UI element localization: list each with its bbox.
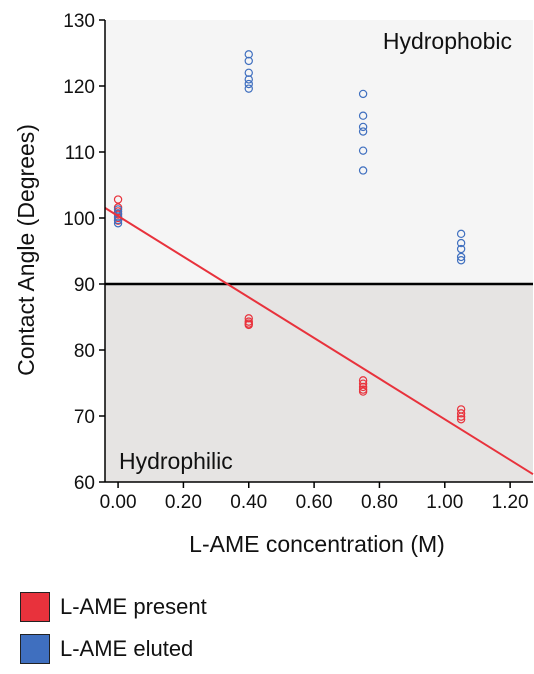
x-tick-label-5: 1.00 bbox=[426, 492, 463, 513]
contact-angle-chart: 60 70 80 90 100 110 120 130 0.00 0.20 0.40 0.60 0.8… bbox=[13, 11, 534, 557]
legend-label-eluted: L-AME eluted bbox=[60, 635, 194, 661]
point-series-1-6 bbox=[244, 56, 253, 66]
region-label-hydrophobic: Hydrophobic bbox=[383, 28, 512, 54]
legend-item-present: L-AME present bbox=[20, 590, 207, 623]
point-series-0-18 bbox=[456, 415, 466, 424]
x-tick-label-4: 0.80 bbox=[361, 492, 398, 513]
point-series-1-4 bbox=[113, 219, 123, 228]
y-tick-label-7: 130 bbox=[63, 11, 95, 32]
y-tick-label-0: 60 bbox=[74, 473, 95, 494]
point-series-1-11 bbox=[358, 89, 368, 99]
point-series-0-9 bbox=[244, 320, 253, 330]
point-series-0-11 bbox=[358, 379, 368, 388]
y-axis-ticks: 60 70 80 90 100 110 120 130 bbox=[63, 11, 105, 494]
point-series-1-16 bbox=[358, 166, 368, 175]
point-series-1-21 bbox=[456, 256, 466, 265]
point-series-0-0 bbox=[113, 195, 123, 204]
legend-item-eluted: L-AME eluted bbox=[20, 632, 207, 665]
y-tick-label-6: 120 bbox=[63, 77, 95, 98]
point-series-1-17 bbox=[456, 229, 466, 239]
point-series-1-20 bbox=[456, 252, 466, 262]
x-tick-label-1: 0.20 bbox=[165, 492, 202, 513]
x-axis-title: L-AME concentration (M) bbox=[189, 531, 445, 557]
x-tick-label-2: 0.40 bbox=[230, 492, 267, 513]
point-series-1-14 bbox=[358, 127, 368, 136]
point-series-1-8 bbox=[244, 75, 253, 84]
data-points bbox=[113, 50, 466, 424]
region-label-hydrophilic: Hydrophilic bbox=[119, 448, 233, 474]
point-series-1-15 bbox=[358, 146, 368, 155]
x-tick-label-3: 0.60 bbox=[296, 492, 333, 513]
x-tick-label-0: 0.00 bbox=[100, 492, 137, 513]
trendline bbox=[104, 207, 534, 476]
y-axis-title: Contact Angle (Degrees) bbox=[13, 124, 39, 376]
point-series-0-16 bbox=[456, 409, 466, 418]
y-tick-label-4: 100 bbox=[63, 209, 95, 230]
point-series-1-10 bbox=[244, 84, 253, 93]
y-tick-label-2: 80 bbox=[74, 341, 95, 362]
x-axis-ticks: 0.00 0.20 0.40 0.60 0.80 1.00 1.20 bbox=[100, 482, 529, 513]
y-tick-label-3: 90 bbox=[74, 275, 95, 296]
point-series-0-12 bbox=[358, 382, 368, 392]
y-tick-label-1: 70 bbox=[74, 407, 95, 428]
point-series-1-12 bbox=[358, 111, 368, 120]
legend-label-present: L-AME present bbox=[60, 593, 207, 619]
point-series-1-9 bbox=[244, 79, 253, 89]
legend-swatch-eluted bbox=[20, 633, 50, 664]
legend: L-AME present L-AME eluted bbox=[20, 590, 207, 674]
point-series-0-14 bbox=[358, 387, 368, 396]
x-tick-label-6: 1.20 bbox=[492, 492, 529, 513]
hydrophobic-region bbox=[105, 20, 533, 284]
point-series-0-17 bbox=[456, 412, 466, 421]
point-series-1-13 bbox=[358, 122, 368, 132]
legend-swatch-present bbox=[20, 591, 50, 622]
y-tick-label-5: 110 bbox=[65, 143, 95, 164]
point-series-1-19 bbox=[456, 244, 466, 254]
point-series-1-5 bbox=[244, 50, 253, 59]
point-series-1-18 bbox=[456, 238, 466, 248]
hydrophilic-region bbox=[105, 284, 533, 482]
